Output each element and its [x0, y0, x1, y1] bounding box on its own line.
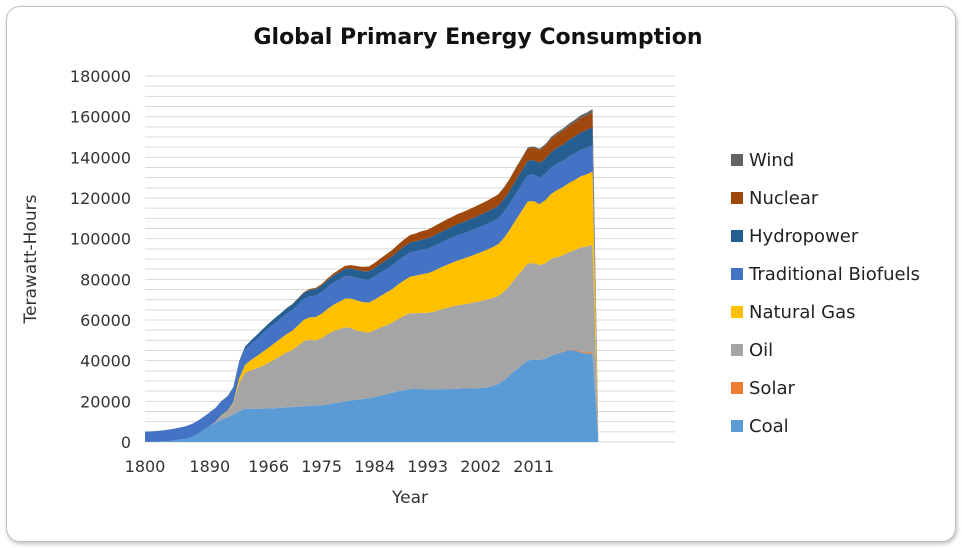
x-tick-label: 1890 — [189, 457, 230, 476]
x-tick-label: 1966 — [248, 457, 289, 476]
legend-label: Solar — [749, 378, 795, 399]
legend-label: Traditional Biofuels — [748, 264, 920, 285]
y-tick-label: 160000 — [70, 108, 131, 127]
y-tick-label: 0 — [121, 433, 131, 452]
area-natural-gas — [145, 171, 675, 442]
legend-label: Wind — [749, 150, 794, 171]
x-tick-label: 1984 — [354, 457, 395, 476]
legend-swatch — [731, 230, 743, 242]
legend-label: Hydropower — [749, 226, 859, 247]
x-tick-label: 1993 — [407, 457, 448, 476]
y-tick-label: 140000 — [70, 148, 131, 167]
legend-label: Natural Gas — [749, 302, 855, 323]
y-tick-label: 60000 — [80, 311, 131, 330]
legend-swatch — [731, 268, 743, 280]
y-tick-label: 100000 — [70, 230, 131, 249]
legend-swatch — [731, 382, 743, 394]
area-coal — [145, 349, 675, 442]
x-axis-label: Year — [391, 488, 428, 508]
legend-label: Coal — [749, 416, 789, 437]
legend-swatch — [731, 420, 743, 432]
legend-swatch — [731, 306, 743, 318]
area-oil — [145, 244, 675, 442]
y-axis-ticks: 0 20000 40000 60000 80000 100000 120000 140000 1… — [70, 67, 131, 452]
legend-swatch — [731, 344, 743, 356]
x-tick-label: 1975 — [301, 457, 342, 476]
stacked-areas — [145, 108, 675, 442]
y-tick-label: 20000 — [80, 392, 131, 411]
x-axis-ticks: 1800 1890 1966 1975 1984 1993 2002 2011 — [125, 457, 554, 476]
y-tick-label: 40000 — [80, 352, 131, 371]
y-axis-label: Terawatt-Hours — [21, 194, 41, 324]
y-tick-label: 120000 — [70, 189, 131, 208]
x-tick-label: 2002 — [460, 457, 501, 476]
y-tick-label: 80000 — [80, 270, 131, 289]
x-tick-label: 1800 — [125, 457, 166, 476]
chart-title: Global Primary Energy Consumption — [253, 25, 702, 50]
legend: Wind Nuclear Hydropower Traditional Biofuel… — [731, 150, 920, 437]
legend-label: Nuclear — [749, 188, 819, 209]
legend-label: Oil — [749, 340, 773, 361]
y-tick-label: 180000 — [70, 67, 131, 86]
legend-swatch — [731, 192, 743, 204]
x-tick-label: 2011 — [513, 457, 554, 476]
legend-swatch — [731, 154, 743, 166]
